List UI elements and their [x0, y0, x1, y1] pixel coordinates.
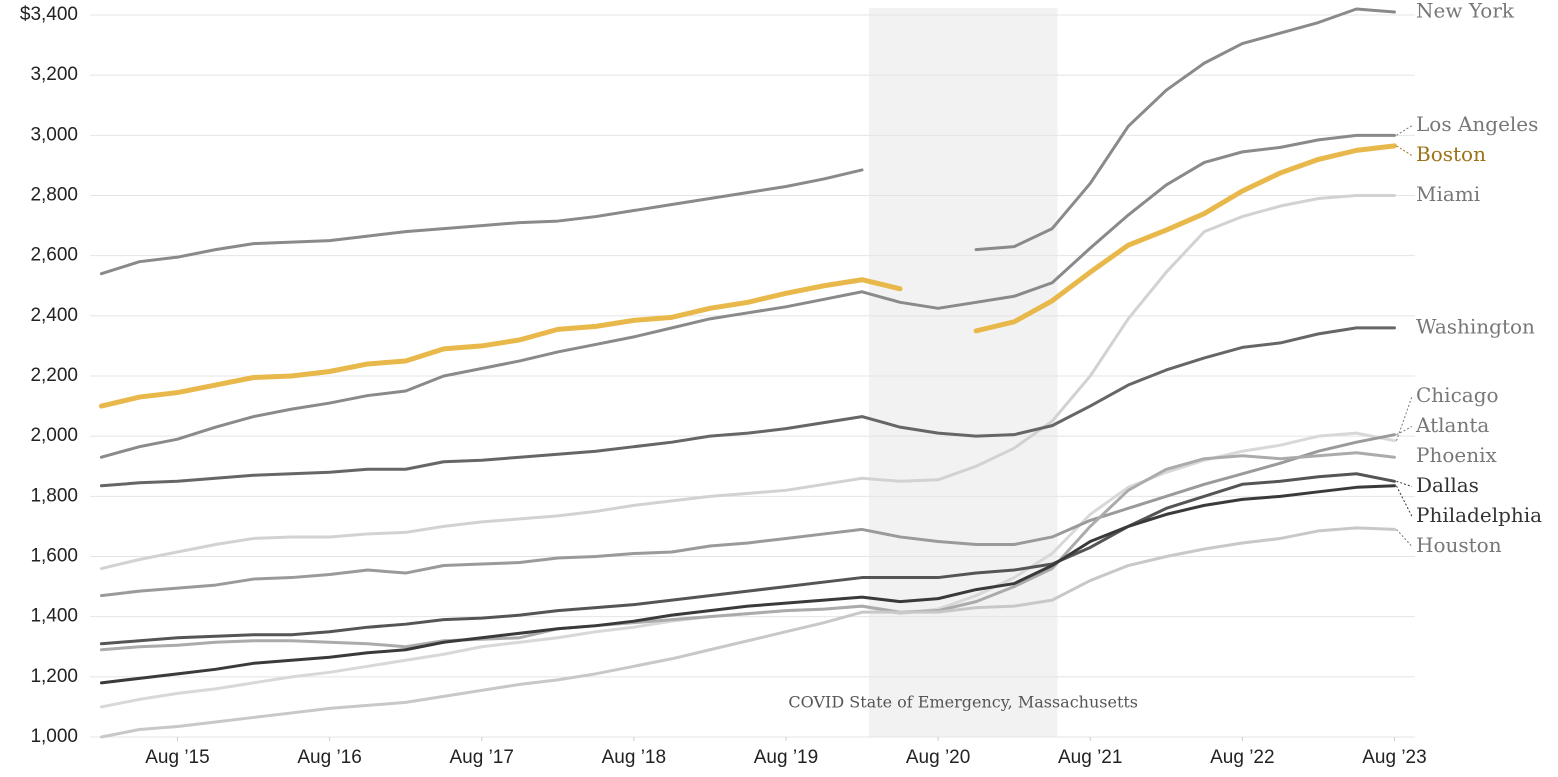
y-tick-label: 1,800 [30, 485, 78, 506]
x-tick-label: Aug ’22 [1210, 747, 1274, 768]
series-line [99, 7, 1396, 276]
x-tick-label: Aug ’19 [754, 747, 818, 768]
x-tick-label: Aug ’20 [906, 747, 970, 768]
shade-label: COVID State of Emergency, Massachusetts [788, 693, 1138, 712]
series-line [98, 143, 1397, 409]
series-label: Boston [1416, 142, 1486, 166]
series-label: Dallas [1416, 473, 1479, 497]
series-line [99, 194, 1396, 571]
y-tick-label: 1,600 [30, 546, 78, 567]
x-tick-label: Aug ’21 [1058, 747, 1122, 768]
series-line [99, 484, 1396, 685]
series-line [99, 326, 1396, 488]
series-label: Chicago [1416, 383, 1499, 407]
x-tick-label: Aug ’16 [297, 747, 361, 768]
label-leader [1396, 125, 1413, 136]
series-line [99, 472, 1396, 646]
y-tick-label: 1,400 [30, 606, 78, 627]
y-tick-label: 2,400 [30, 305, 78, 326]
label-leader [1396, 426, 1413, 436]
y-tick-label: 2,000 [30, 425, 78, 446]
x-tick-label: Aug ’15 [145, 747, 209, 768]
series-label: New York [1416, 0, 1515, 22]
x-tick-label: Aug ’17 [449, 747, 513, 768]
series-line [99, 133, 1396, 459]
shade-band [868, 8, 1058, 737]
series-label: Los Angeles [1416, 112, 1538, 136]
y-tick-label: 1,200 [30, 666, 78, 687]
y-tick-label: 3,200 [30, 64, 78, 85]
label-leader [1396, 529, 1413, 547]
x-tick-label: Aug ’23 [1362, 747, 1426, 768]
series-label: Atlanta [1415, 413, 1489, 437]
label-leader [1395, 396, 1413, 441]
series-label: Philadelphia [1416, 503, 1542, 527]
label-leader [1396, 480, 1413, 487]
series-line [99, 433, 1396, 598]
y-tick-label: 1,000 [30, 726, 78, 747]
x-tick-label: Aug ’18 [602, 747, 666, 768]
series-line [99, 526, 1396, 739]
y-tick-label: $3,400 [20, 4, 78, 25]
y-tick-label: 3,000 [30, 124, 78, 145]
series-label: Phoenix [1416, 443, 1497, 467]
y-tick-label: 2,200 [30, 365, 78, 386]
y-tick-label: 2,600 [30, 245, 78, 266]
series-label: Miami [1416, 182, 1480, 206]
series-label: Houston [1416, 533, 1502, 557]
label-leader [1396, 145, 1413, 157]
label-leader [1396, 485, 1413, 517]
series-label: Washington [1416, 314, 1535, 338]
y-tick-label: 2,800 [30, 185, 78, 206]
series-line [99, 451, 1396, 652]
